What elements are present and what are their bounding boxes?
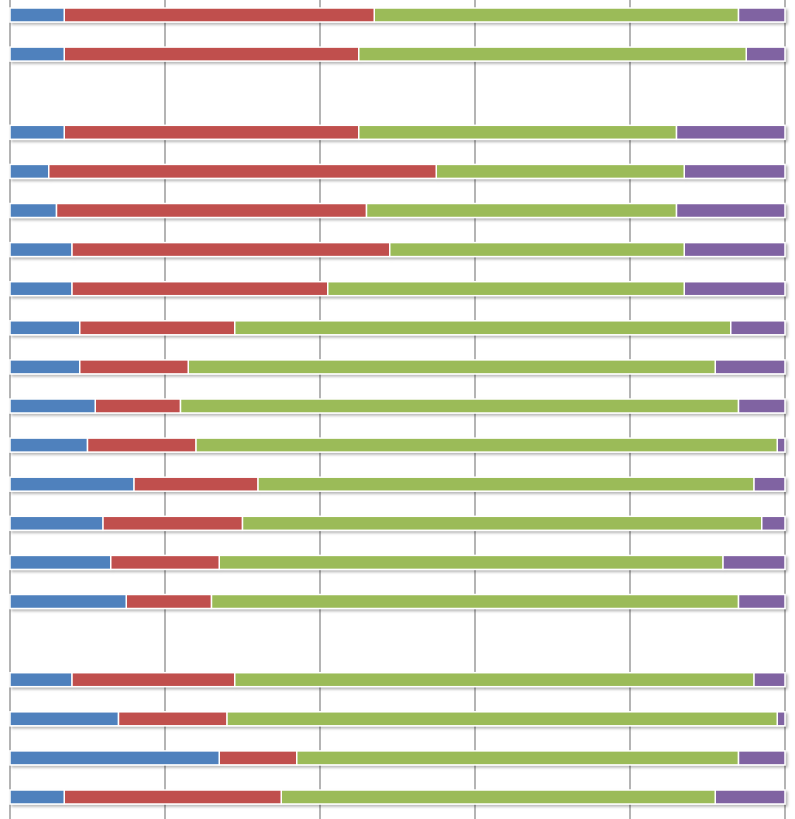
bar-segment-series-1 [9,163,50,180]
bar-segment-series-3 [435,163,685,180]
bar-segment-series-3 [280,789,716,805]
bar-segment-series-1 [9,789,65,805]
bar-segment-series-4 [675,124,786,141]
bar-segment-series-4 [761,515,786,532]
bar-segment-series-2 [71,241,391,258]
bar-row [9,280,786,297]
bar-row [9,554,786,571]
bar-segment-series-3 [365,202,678,219]
bar-segment-series-1 [9,437,89,453]
bar-segment-series-4 [753,476,786,492]
bar-segment-series-3 [187,359,716,375]
bar-segment-series-2 [94,398,182,414]
bar-segment-series-2 [55,202,368,219]
bar-segment-series-4 [753,671,786,688]
bar-segment-series-3 [358,124,678,141]
bar-segment-series-1 [9,593,127,610]
bar-segment-series-3 [358,46,747,62]
bar-segment-series-4 [722,554,786,571]
bar-row [9,359,786,375]
bar-segment-series-2 [48,163,437,180]
bar-segment-series-3 [389,241,685,258]
bar-segment-series-1 [9,750,220,766]
bar-segment-series-1 [9,711,120,727]
bar-row [9,711,786,727]
bar-row [9,750,786,766]
bar-segment-series-1 [9,7,65,23]
bar-segment-series-2 [133,476,259,492]
bar-segment-series-2 [218,750,298,766]
bar-segment-series-2 [63,124,360,141]
bar-segment-series-4 [714,359,786,375]
bar-segment-series-4 [776,711,786,727]
bar-segment-series-1 [9,671,73,688]
bar-segment-series-4 [745,46,786,62]
bar-segment-series-4 [737,593,786,610]
bar-segment-series-1 [9,359,81,375]
bar-row [9,7,786,23]
bar-segment-series-4 [737,750,786,766]
bar-segment-series-3 [218,554,724,571]
bar-segment-series-1 [9,320,81,336]
bar-segment-series-2 [117,711,228,727]
bar-segment-series-2 [125,593,213,610]
bar-row [9,163,786,180]
bar-segment-series-2 [63,7,375,23]
bar-segment-series-3 [241,515,763,532]
bar-segment-series-2 [86,437,197,453]
bar-segment-series-1 [9,280,73,297]
bar-segment-series-4 [714,789,786,805]
bar-segment-series-4 [776,437,786,453]
bar-row [9,515,786,532]
bar-segment-series-2 [102,515,244,532]
bar-row [9,46,786,62]
bar-segment-series-1 [9,46,65,62]
bar-segment-series-3 [226,711,778,727]
bar-segment-series-4 [737,398,786,414]
bar-segment-series-3 [210,593,740,610]
bar-segment-series-4 [683,241,786,258]
bar-segment-series-1 [9,515,104,532]
bar-segment-series-2 [71,280,329,297]
bar-segment-series-2 [63,46,360,62]
bar-segment-series-2 [71,671,236,688]
bar-segment-series-1 [9,398,96,414]
bar-row [9,789,786,805]
bar-segment-series-3 [327,280,685,297]
bar-row [9,398,786,414]
bar-segment-series-4 [737,7,786,23]
bar-segment-series-1 [9,124,65,141]
bar-segment-series-3 [234,320,732,336]
bar-segment-series-4 [675,202,786,219]
bar-segment-series-2 [79,359,189,375]
bar-segment-series-1 [9,241,73,258]
bar-segment-series-2 [79,320,236,336]
bar-row [9,671,786,688]
bar-segment-series-3 [296,750,740,766]
bar-segment-series-3 [373,7,740,23]
bar-segment-series-1 [9,476,135,492]
bar-row [9,476,786,492]
bar-row [9,202,786,219]
bar-row [9,437,786,453]
bar-segment-series-1 [9,202,58,219]
bar-segment-series-2 [110,554,220,571]
bar-segment-series-3 [195,437,778,453]
bar-segment-series-1 [9,554,112,571]
bar-segment-series-3 [257,476,755,492]
bar-segment-series-2 [63,789,282,805]
bar-segment-series-4 [683,163,786,180]
bar-row [9,320,786,336]
bar-segment-series-4 [683,280,786,297]
bar-row [9,241,786,258]
bar-segment-series-3 [179,398,740,414]
bar-segment-series-3 [234,671,755,688]
bar-row [9,124,786,141]
bar-row [9,593,786,610]
bars [9,7,786,805]
bar-segment-series-4 [730,320,786,336]
